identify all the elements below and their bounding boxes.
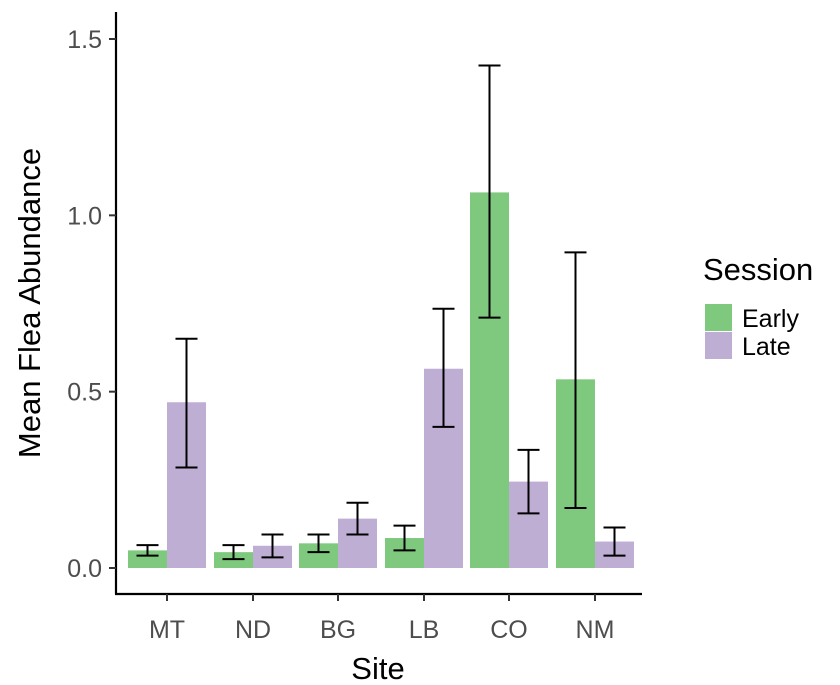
error-bar-late-nd xyxy=(261,533,284,559)
legend-label-late: Late xyxy=(742,333,791,361)
error-bar-early-lb xyxy=(393,524,416,552)
x-tick-label-nd: ND xyxy=(235,616,271,644)
error-bar-early-mt xyxy=(136,544,159,557)
error-bar-early-nm xyxy=(564,251,587,510)
y-tick-label: 0.5 xyxy=(67,379,102,407)
error-bar-early-nd xyxy=(222,544,245,561)
axes: 0.0 0.5 1.0 1.5 MT ND BG LB CO NM xyxy=(67,12,642,644)
y-axis-title: Mean Flea Abundance xyxy=(12,148,47,458)
x-tick-label-mt: MT xyxy=(149,616,185,644)
error-bar-early-co xyxy=(478,64,501,319)
error-bar-late-bg xyxy=(346,501,369,536)
y-tick-label: 0.0 xyxy=(67,555,102,583)
error-bar-late-mt xyxy=(175,337,198,469)
legend-swatch-early xyxy=(705,304,732,331)
x-tick-label-nm: NM xyxy=(576,616,615,644)
error-bar-late-nm xyxy=(603,526,626,557)
x-axis-title: Site xyxy=(351,651,404,685)
error-bar-late-co xyxy=(517,448,540,515)
legend-label-early: Early xyxy=(742,305,799,333)
x-tick-label-bg: BG xyxy=(320,616,356,644)
x-tick-label-lb: LB xyxy=(409,616,440,644)
x-tick-label-co: CO xyxy=(490,616,528,644)
error-bar-early-bg xyxy=(307,533,330,554)
y-tick-label: 1.0 xyxy=(67,202,102,230)
y-tick-label: 1.5 xyxy=(67,26,102,54)
legend-title: Session xyxy=(703,252,813,287)
error-bar-late-lb xyxy=(432,307,455,428)
plot-area xyxy=(128,64,634,568)
legend-swatch-late xyxy=(705,332,732,359)
